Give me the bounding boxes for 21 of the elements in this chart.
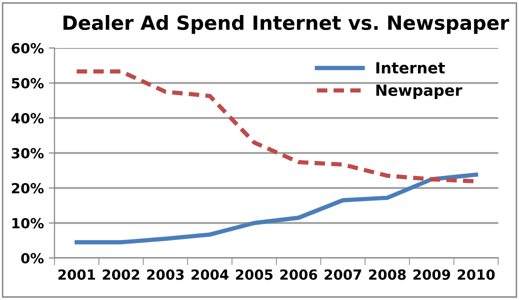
x-tick-label: 2001 (58, 269, 96, 280)
y-tick-label: 50% (12, 78, 44, 88)
x-tick-label: 2010 (458, 269, 495, 280)
x-tick-label: 2004 (192, 269, 228, 280)
x-tick-label: 2005 (236, 269, 273, 280)
y-tick-label: 20% (12, 182, 44, 194)
x-tick-label: 2002 (102, 269, 140, 280)
y-tick-label: 40% (11, 112, 44, 124)
line-series (74, 172, 478, 244)
x-tick-label: 2006 (280, 269, 318, 280)
y-tick-label: 10% (12, 218, 44, 228)
legend-label: Internet (376, 62, 445, 74)
x-tick-label: 2009 (413, 269, 450, 280)
x-tick-label: 2007 (324, 269, 362, 280)
y-tick-label: 60% (12, 42, 44, 54)
x-tick-label: 2003 (147, 269, 184, 280)
x-tick-label: 2008 (369, 269, 406, 280)
y-tick-label: 30% (12, 148, 44, 158)
y-tick-label: 0% (21, 252, 44, 264)
chart-title: Dealer Ad Spend Internet vs. Newspaper (64, 15, 510, 34)
legend-label: Newpaper (376, 84, 462, 99)
